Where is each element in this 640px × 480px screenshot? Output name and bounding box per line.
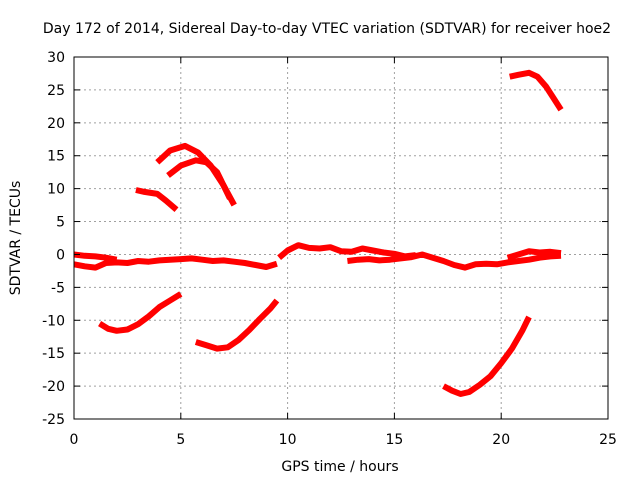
series-line-arc-8: [347, 251, 562, 271]
x-tick-label: 15: [385, 432, 403, 448]
y-tick-label: -10: [42, 313, 65, 329]
ticks: 0 5 10 15 20 25 -25 -20 -15 -10 -5 0 5 10 15 20 25 30: [42, 50, 617, 448]
y-tick-label: 10: [47, 182, 65, 198]
series-line-arc-12: [442, 315, 532, 397]
x-tick-label: 5: [176, 432, 185, 448]
y-tick-label: 0: [56, 247, 65, 263]
series-group: [73, 69, 564, 397]
series-line-arc-7: [277, 242, 417, 260]
y-axis-label: SDTVAR / TECUs: [8, 181, 24, 296]
x-axis-label: GPS time / hours: [281, 459, 398, 475]
series-line-arc-3: [135, 187, 179, 212]
y-tick-label: -25: [42, 412, 65, 428]
plot-border: [73, 56, 609, 420]
x-tick-label: 0: [70, 432, 79, 448]
y-tick-label: 15: [47, 149, 65, 165]
series-line-arc-11: [194, 298, 280, 352]
y-tick-label: -5: [51, 280, 65, 296]
y-tick-label: 5: [56, 215, 65, 231]
chart-title: Day 172 of 2014, Sidereal Day-to-day VTE…: [43, 21, 611, 37]
series-line-arc-9: [506, 248, 562, 261]
series-line-arc-10: [98, 291, 183, 334]
grid: [74, 57, 608, 419]
series-line-arc-5: [73, 255, 278, 271]
x-tick-label: 20: [492, 432, 510, 448]
y-tick-label: 20: [47, 116, 65, 132]
y-tick-label: 25: [47, 83, 65, 99]
y-tick-label: 30: [47, 50, 65, 66]
y-tick-label: -20: [42, 379, 65, 395]
series-line-arc-4: [509, 69, 564, 112]
series-line-arc-2: [166, 157, 233, 200]
x-tick-label: 10: [279, 432, 297, 448]
y-tick-label: -15: [42, 346, 65, 362]
series-line-arc-6: [73, 251, 118, 263]
x-tick-label: 25: [599, 432, 617, 448]
